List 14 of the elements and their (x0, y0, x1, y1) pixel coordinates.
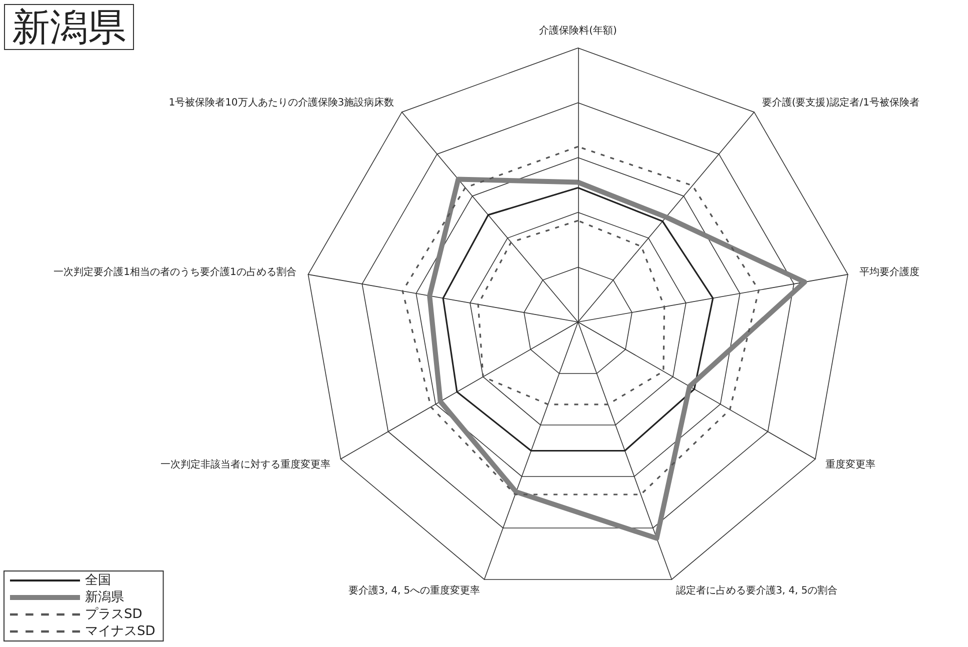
legend-label: プラスSD (85, 607, 142, 622)
spoke-label: 一次判定非該当者に対する重度変更率 (160, 458, 330, 470)
spoke-label: 1号被保険者10万人あたりの介護保険3施設病床数 (168, 96, 394, 108)
legend-label: 全国 (85, 573, 111, 588)
chart-title: 新潟県 (12, 5, 126, 49)
legend-label: マイナスSD (85, 624, 156, 639)
spoke-label: 介護保険料(年額) (539, 24, 617, 36)
spoke-label: 重度変更率 (826, 458, 876, 470)
spoke-label: 平均要介護度 (860, 266, 920, 278)
spoke-label: 要介護(要支援)認定者/1号被保険者 (762, 96, 920, 108)
spoke-label: 認定者に占める要介護3, 4, 5の割合 (676, 584, 838, 596)
spoke-label: 要介護3, 4, 5への重度変更率 (348, 584, 480, 596)
spoke-label: 一次判定要介護1相当の者のうち要介護1の占める割合 (54, 266, 296, 278)
legend-label: 新潟県 (85, 590, 124, 605)
